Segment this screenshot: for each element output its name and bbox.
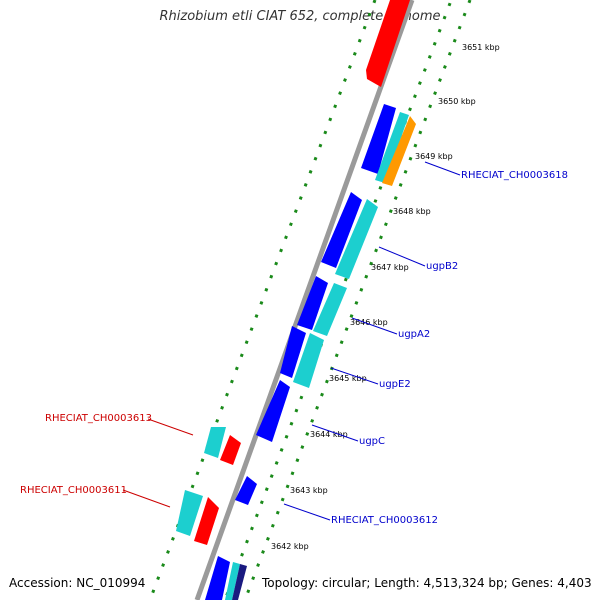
gene-blue-b: [321, 192, 362, 268]
gene-orange-0003618: [382, 116, 416, 186]
gene-cyan-bottom: [225, 562, 240, 600]
gene-cyan-ugpE2: [293, 333, 324, 388]
label-0003613: RHECIAT_CH0003613: [45, 413, 152, 424]
leader-lines: [122, 161, 461, 521]
gene-blue-0003612: [235, 476, 257, 505]
label-ugpB2: ugpB2: [426, 261, 458, 272]
label-ugpC: ugpC: [359, 436, 385, 447]
gene-cyan-0003611: [176, 490, 203, 536]
tick-3646: 3646 kbp: [350, 318, 388, 327]
gene-navy-bottom: [232, 564, 247, 600]
tick-3651: 3651 kbp: [462, 43, 500, 52]
tick-3643: 3643 kbp: [290, 486, 328, 495]
leader-0003612: [283, 503, 331, 521]
label-0003618: RHECIAT_CH0003618: [461, 170, 568, 181]
gene-blue-d: [280, 326, 306, 378]
reverse-strand-genes: [176, 0, 410, 545]
leader-0003618: [424, 161, 461, 176]
gene-blue-bottom: [205, 556, 230, 600]
gene-cyan-a: [375, 112, 409, 183]
gene-cyan-0003613: [204, 427, 226, 458]
leader-0003611: [122, 489, 171, 508]
leader-ugpA2: [351, 317, 398, 335]
gene-cyan-ugpA2: [313, 283, 347, 336]
label-ugpE2: ugpE2: [379, 379, 411, 390]
leader-ugpE2: [330, 367, 379, 385]
gene-red-0003611: [194, 497, 219, 545]
tick-3649: 3649 kbp: [415, 152, 453, 161]
leader-ugpC: [311, 424, 359, 442]
label-0003612: RHECIAT_CH0003612: [331, 515, 438, 526]
gene-blue-ugpC: [256, 380, 290, 442]
gene-blue-a: [361, 104, 396, 174]
gene-red-0003613: [220, 435, 241, 465]
gene-blue-c: [297, 276, 328, 330]
label-0003611: RHECIAT_CH0003611: [20, 485, 127, 496]
genome-backbone: [194, 0, 415, 600]
map-title: Rhizobium etli CIAT 652, complete genome: [159, 9, 441, 24]
gene-labels: RHECIAT_CH0003618 ugpB2 ugpA2 ugpE2 ugpC…: [20, 170, 568, 526]
label-ugpA2: ugpA2: [398, 329, 430, 340]
gene-red-top: [366, 0, 410, 87]
tick-3650: 3650 kbp: [438, 97, 476, 106]
inner-right-dotted-guide: [243, 0, 472, 600]
tick-labels: 3651 kbp 3650 kbp 3649 kbp 3648 kbp 3647…: [271, 43, 500, 551]
tick-3644: 3644 kbp: [310, 430, 348, 439]
tick-3645: 3645 kbp: [329, 374, 367, 383]
forward-strand-genes: [205, 104, 416, 600]
leader-ugpB2: [378, 246, 426, 267]
leader-0003613: [147, 418, 194, 436]
tick-3647: 3647 kbp: [371, 263, 409, 272]
genome-summary-text: Topology: circular; Length: 4,513,324 bp…: [262, 576, 592, 590]
tick-3642: 3642 kbp: [271, 542, 309, 551]
accession-text: Accession: NC_010994: [9, 576, 146, 590]
gene-cyan-ugpB2: [335, 199, 378, 279]
tick-3648: 3648 kbp: [393, 207, 431, 216]
